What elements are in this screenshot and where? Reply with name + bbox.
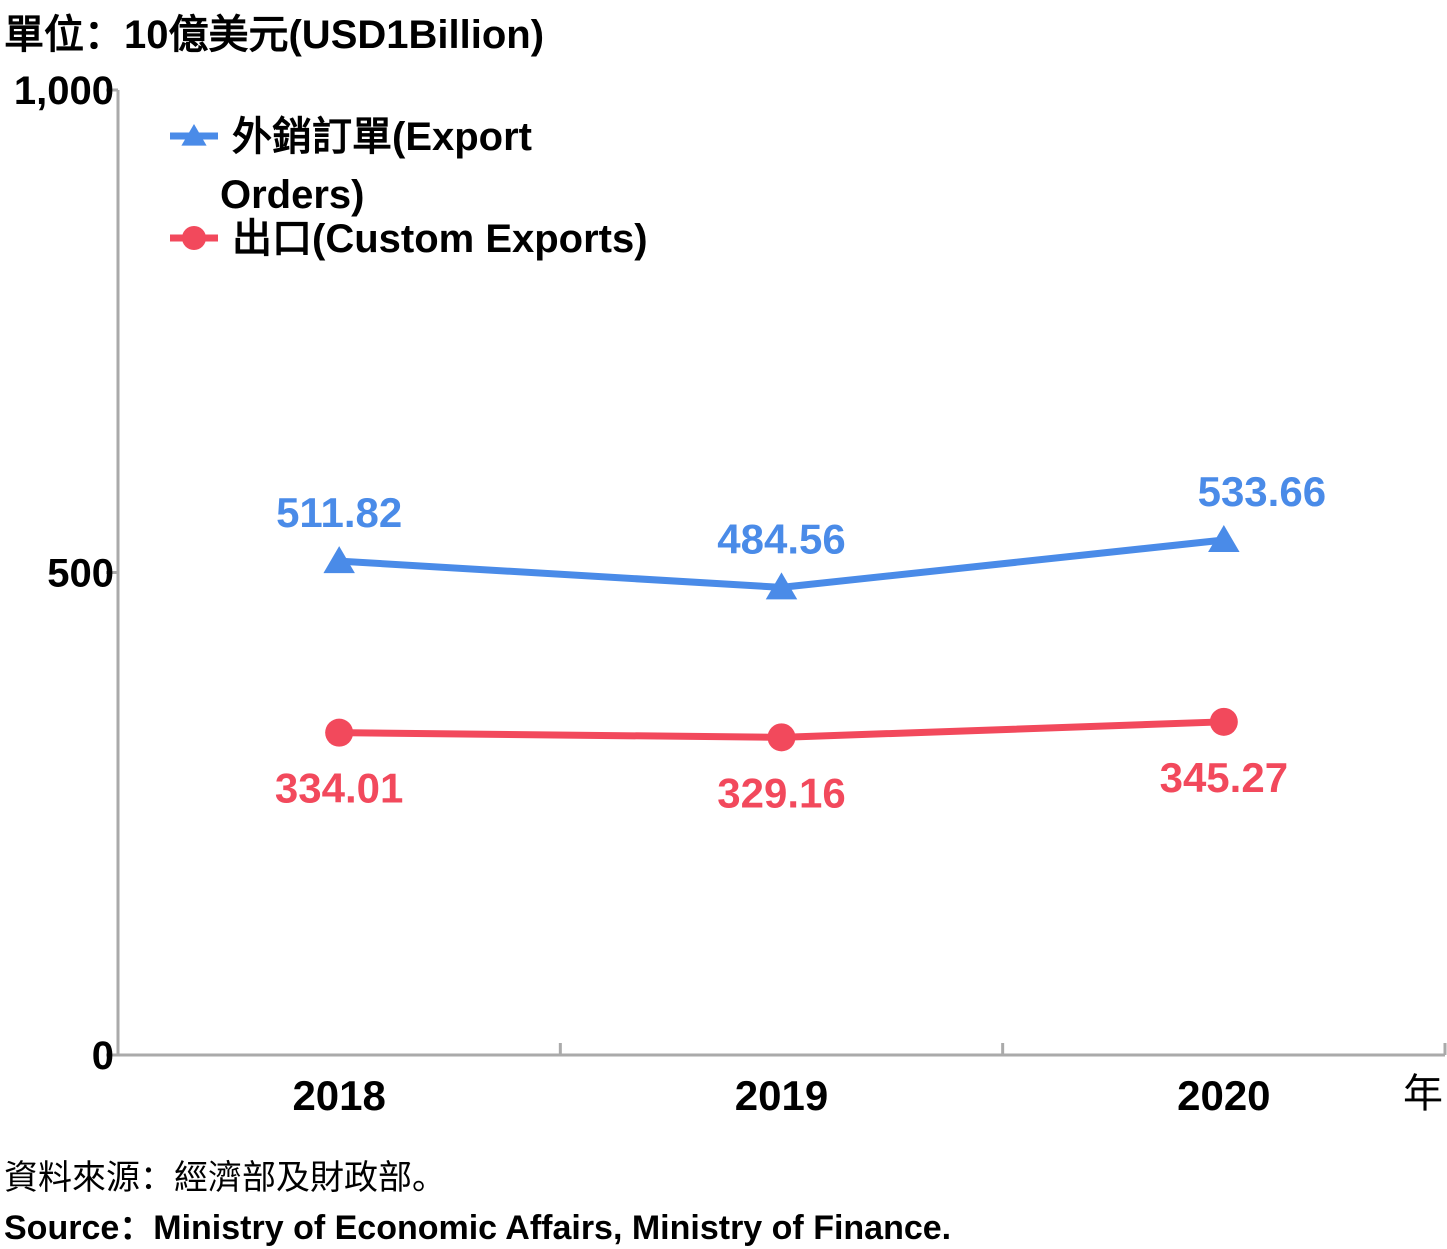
x-tick-label: 2020 bbox=[1177, 1072, 1270, 1119]
legend-item-custom-exports: 出口(Custom Exports) bbox=[170, 217, 648, 261]
data-label: 484.56 bbox=[717, 515, 845, 562]
source-zh: 資料來源：經濟部及財政部。 bbox=[4, 1159, 446, 1197]
data-point-circle bbox=[767, 723, 796, 752]
y-tick-label: 0 bbox=[92, 1034, 114, 1078]
series-custom-exports: 334.01 329.16 345.27 bbox=[275, 707, 1288, 816]
unit-label: 單位：10億美元(USD1Billion) bbox=[4, 13, 545, 57]
data-label: 334.01 bbox=[275, 765, 403, 812]
y-tick-label: 1,000 bbox=[14, 69, 114, 113]
legend-label: 外銷訂單(Export bbox=[232, 115, 532, 159]
axes: 0 500 1,000 2018 2019 2020 年 bbox=[14, 69, 1447, 1119]
y-tick-label: 500 bbox=[47, 552, 114, 596]
legend-label: Orders) bbox=[220, 173, 365, 217]
x-tick-label: 2019 bbox=[735, 1072, 828, 1119]
legend-label: 出口(Custom Exports) bbox=[232, 217, 648, 261]
data-point-circle bbox=[325, 718, 354, 747]
data-point-triangle bbox=[1208, 525, 1240, 553]
series-layer: 511.82 484.56 533.66 334.01 329.16 345.27 bbox=[275, 468, 1326, 816]
data-point-triangle bbox=[765, 572, 798, 600]
legend-item-export-orders: 外銷訂單(Export Orders) bbox=[170, 115, 532, 217]
data-label: 511.82 bbox=[276, 489, 402, 536]
data-point-triangle bbox=[323, 546, 355, 574]
x-tick-label: 2018 bbox=[292, 1072, 385, 1119]
legend-marker-triangle bbox=[181, 124, 207, 146]
series-export-orders: 511.82 484.56 533.66 bbox=[276, 468, 1326, 600]
data-label: 533.66 bbox=[1198, 468, 1326, 515]
source-en: Source：Ministry of Economic Affairs, Min… bbox=[4, 1209, 952, 1247]
x-unit-label: 年 bbox=[1403, 1072, 1443, 1116]
data-point-circle bbox=[1209, 707, 1238, 736]
legend-marker-circle bbox=[182, 226, 206, 250]
legend: 外銷訂單(Export Orders)出口(Custom Exports) bbox=[170, 115, 648, 261]
data-label: 345.27 bbox=[1160, 754, 1288, 801]
data-label: 329.16 bbox=[717, 769, 845, 816]
